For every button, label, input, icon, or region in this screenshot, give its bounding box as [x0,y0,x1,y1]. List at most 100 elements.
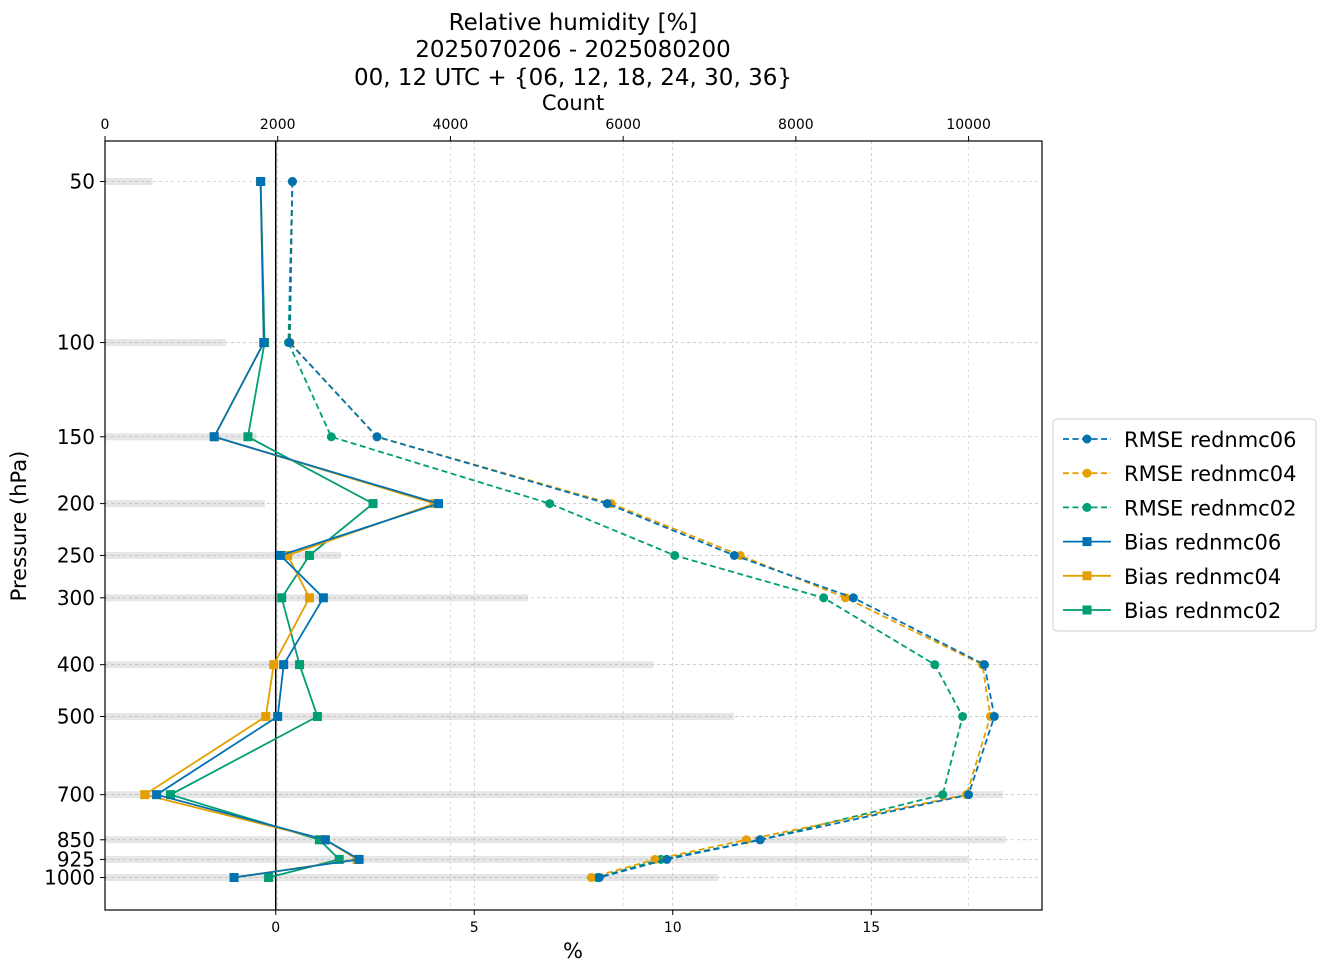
y-tick-label: 700 [57,783,95,807]
legend-marker [1082,468,1092,478]
data-point [259,338,269,348]
top-x-tick-label: 10000 [946,117,991,133]
x-tick-label: 10 [664,920,682,936]
count-bar [105,661,654,669]
series-bias-rednmc06 [152,177,444,883]
data-point [314,835,324,845]
series-rmse-rednmc06 [285,177,999,883]
data-point [320,835,330,845]
series-line [168,181,375,879]
data-point [650,854,660,864]
data-point [304,550,314,560]
legend-marker [1082,605,1092,615]
data-point [277,593,287,603]
data-point [938,790,948,800]
y-tick-label: 250 [57,543,95,567]
data-point [729,550,739,560]
series-line [287,181,964,879]
data-point [312,711,322,721]
legend-label: RMSE rednmc04 [1124,462,1296,486]
data-point [318,593,328,603]
y-tick-label: 850 [57,828,95,852]
x-tick-label: 0 [271,920,280,936]
data-point [229,873,239,883]
series-line [142,181,438,879]
data-point [586,873,596,883]
top-x-tick-label: 6000 [605,117,641,133]
data-point [741,835,751,845]
ticks: 0 5 10 150 2000 4000 6000 8000 10000501001502002… [44,117,991,936]
chart-title-line-3: 00, 12 UTC + {06, 12, 18, 24, 30, 36} [354,65,792,91]
data-point [279,660,289,670]
y-tick-label: 500 [57,704,95,728]
count-bar [105,551,341,559]
y-tick-label: 100 [57,331,95,355]
data-point [602,499,612,509]
data-point [264,873,274,883]
data-point [848,593,858,603]
legend-marker [1082,434,1092,444]
legend-item: Bias rednmc06 [1063,531,1281,555]
count-bars [105,178,1006,882]
y-tick-label: 400 [57,653,95,677]
data-point [372,432,382,442]
legend-item: RMSE rednmc04 [1063,462,1296,486]
series-group [140,177,999,883]
count-bar [105,433,257,441]
legend-label: RMSE rednmc06 [1124,428,1296,452]
data-point [209,432,219,442]
series-line [289,181,992,879]
data-point [326,432,336,442]
plot-frame [104,140,1043,911]
data-point [243,432,253,442]
series-line [288,181,996,879]
y-tick-label: 925 [57,847,95,871]
legend-label: RMSE rednmc02 [1124,496,1296,520]
data-point [273,711,283,721]
chart-title-line-1: Relative humidity [%] [449,10,698,36]
data-point [840,593,850,603]
data-point [166,790,176,800]
legend-item: RMSE rednmc06 [1063,428,1296,452]
grid [104,141,1042,910]
chart-title-line-2: 2025070206 - 2025080200 [415,37,731,63]
data-point [979,660,989,670]
count-bar [105,178,153,186]
y-tick-label: 50 [70,170,95,194]
data-point [256,177,266,187]
legend-label: Bias rednmc02 [1124,599,1281,623]
top-x-tick-label: 0 [101,117,110,133]
x-axis-label: % [563,939,583,963]
series-rmse-rednmc04 [285,177,995,883]
data-point [287,177,297,187]
data-point [545,499,555,509]
legend-label: Bias rednmc04 [1124,565,1281,589]
y-tick-label: 1000 [44,866,95,890]
legend-marker [1082,571,1092,581]
legend: RMSE rednmc06 RMSE rednmc04 RMSE rednmc02 B… [1052,418,1317,632]
x-tick-label: 5 [470,920,479,936]
data-point [334,854,344,864]
y-tick-label: 200 [57,492,95,516]
data-point [989,711,999,721]
data-point [594,873,604,883]
chart-title: Relative humidity [%] 2025070206 - 20250… [354,10,792,91]
legend-marker [1082,502,1092,512]
legend-label: Bias rednmc06 [1124,531,1281,555]
count-bar [105,791,1004,799]
x-tick-label: 15 [862,920,880,936]
top-x-tick-label: 8000 [778,117,814,133]
data-point [930,660,940,670]
legend-frame [1052,418,1317,632]
legend-item: Bias rednmc02 [1063,599,1281,623]
top-x-axis-label: Count [542,91,604,115]
data-point [295,660,305,670]
data-point [434,499,444,509]
data-point [283,550,293,560]
count-bar [105,855,969,863]
data-point [261,711,271,721]
data-point [670,550,680,560]
data-point [304,593,314,603]
legend-marker [1082,537,1092,547]
